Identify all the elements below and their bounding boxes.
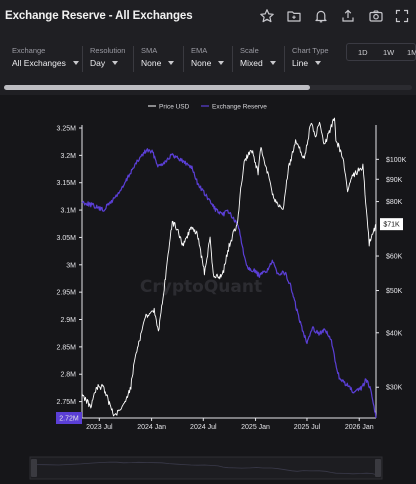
sma-value: None [141,58,175,68]
chevron-down-icon [269,60,276,65]
star-icon[interactable] [259,8,275,24]
chart-type-label: Chart Type [292,46,329,55]
chart-controls: Exchange All Exchanges Resolution Day SM… [0,38,416,82]
scale-value-text: Mixed [240,58,263,68]
chart-type-value: Line [292,58,322,68]
sma-value-text: None [141,58,162,68]
chart-type-select[interactable]: Chart Type Line [292,44,337,78]
watermark: CryptoQuant [140,277,262,297]
legend-item-reserve: Exchange Reserve [212,104,267,111]
reserve-last-value-tag [56,412,82,424]
left-tick-label: 2.95M [57,290,77,297]
navigator-preview-line [33,461,379,476]
chevron-down-icon [315,60,322,65]
left-tick-label: 3M [66,262,76,269]
range-1m-button[interactable]: 1M [407,48,416,57]
folder-icon[interactable] [286,8,302,24]
chart-panel: CryptoQuant Price USD Exchange Reserve 3.… [0,95,416,484]
navigator-handle-right[interactable] [375,459,381,477]
divider [183,46,184,72]
sma-select[interactable]: SMA None [141,44,181,78]
page-title: Exchange Reserve - All Exchanges [5,10,193,22]
x-tick-label: 2024 Jan [137,424,166,431]
reserve-last-value-label: 2.72M [59,416,79,423]
axes: 3.25M3.2M3.15M3.1M3.05M3M2.95M2.9M2.85M2… [57,125,407,431]
price-last-value-label: $71K [383,222,400,229]
left-tick-label: 3.2M [60,153,76,160]
price-last-value-tag [380,218,403,231]
fullscreen-icon[interactable] [394,8,410,24]
scrollbar-thumb[interactable] [4,85,310,90]
left-tick-label: 3.1M [60,208,76,215]
value-tags: 2.72M $71K [56,218,403,424]
navigator [29,456,383,480]
exchange-select[interactable]: Exchange All Exchanges [12,44,80,78]
exchange-label: Exchange [12,46,46,55]
scale-select[interactable]: Scale Mixed [240,44,285,78]
series-line-price-usd [81,117,377,417]
left-tick-label: 3.15M [57,180,77,187]
navigator-window[interactable] [29,456,383,480]
ema-value-text: None [191,58,212,68]
share-icon[interactable] [340,8,356,24]
chevron-down-icon [218,60,225,65]
legend: Price USD Exchange Reserve [148,104,267,111]
chart-type-value-text: Line [292,58,309,68]
x-tick-label: 2025 Jul [294,424,321,431]
ema-select[interactable]: EMA None [191,44,231,78]
header-bar: Exchange Reserve - All Exchanges [0,0,416,34]
resolution-select[interactable]: Resolution Day [90,44,130,78]
series-lines [81,117,377,419]
horizontal-scrollbar[interactable] [4,85,412,90]
camera-icon[interactable] [368,8,384,24]
chevron-down-icon [72,60,79,65]
exchange-value: All Exchanges [12,58,79,68]
navigator-handle-left[interactable] [31,459,37,477]
right-tick-label: $40K [386,330,403,337]
divider [133,46,134,72]
x-tick-label: 2025 Jan [241,424,270,431]
ema-value: None [191,58,225,68]
resolution-label: Resolution [90,46,126,55]
chevron-down-icon [168,60,175,65]
left-tick-label: 3.25M [57,126,77,133]
bell-icon[interactable] [313,8,329,24]
right-tick-label: $80K [386,199,403,206]
right-tick-label: $50K [386,288,403,295]
x-tick-label: 2026 Jan [345,424,374,431]
chevron-down-icon [112,60,119,65]
scale-label: Scale [240,46,259,55]
x-tick-label: 2024 Jul [190,424,217,431]
divider [82,46,83,72]
range-1d-button[interactable]: 1D [358,48,368,57]
divider [284,46,285,72]
x-tick-label: 2023 Jul [86,424,113,431]
left-tick-label: 2.75M [57,399,77,406]
right-tick-label: $30K [386,385,403,392]
resolution-value: Day [90,58,119,68]
chart[interactable]: CryptoQuant Price USD Exchange Reserve 3.… [0,95,416,484]
left-tick-label: 2.8M [60,372,76,379]
legend-item-price: Price USD [159,104,190,111]
right-tick-label: $100K [386,157,407,164]
left-tick-label: 2.85M [57,344,77,351]
resolution-value-text: Day [90,58,106,68]
range-selector: 1D 1W 1M [346,43,416,61]
range-1w-button[interactable]: 1W [383,48,395,57]
right-tick-label: $60K [386,254,403,261]
left-tick-label: 2.9M [60,317,76,324]
series-line-exchange-reserve [81,148,377,419]
divider [232,46,233,72]
ema-label: EMA [191,46,208,55]
left-tick-label: 3.05M [57,235,77,242]
sma-label: SMA [141,46,158,55]
scale-value: Mixed [240,58,276,68]
exchange-value-text: All Exchanges [12,58,66,68]
right-tick-label: $90K [386,177,403,184]
